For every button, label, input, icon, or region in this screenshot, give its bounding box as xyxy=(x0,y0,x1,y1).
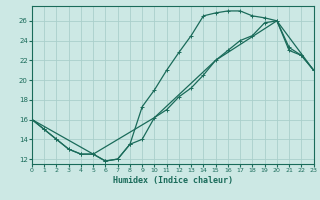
X-axis label: Humidex (Indice chaleur): Humidex (Indice chaleur) xyxy=(113,176,233,185)
